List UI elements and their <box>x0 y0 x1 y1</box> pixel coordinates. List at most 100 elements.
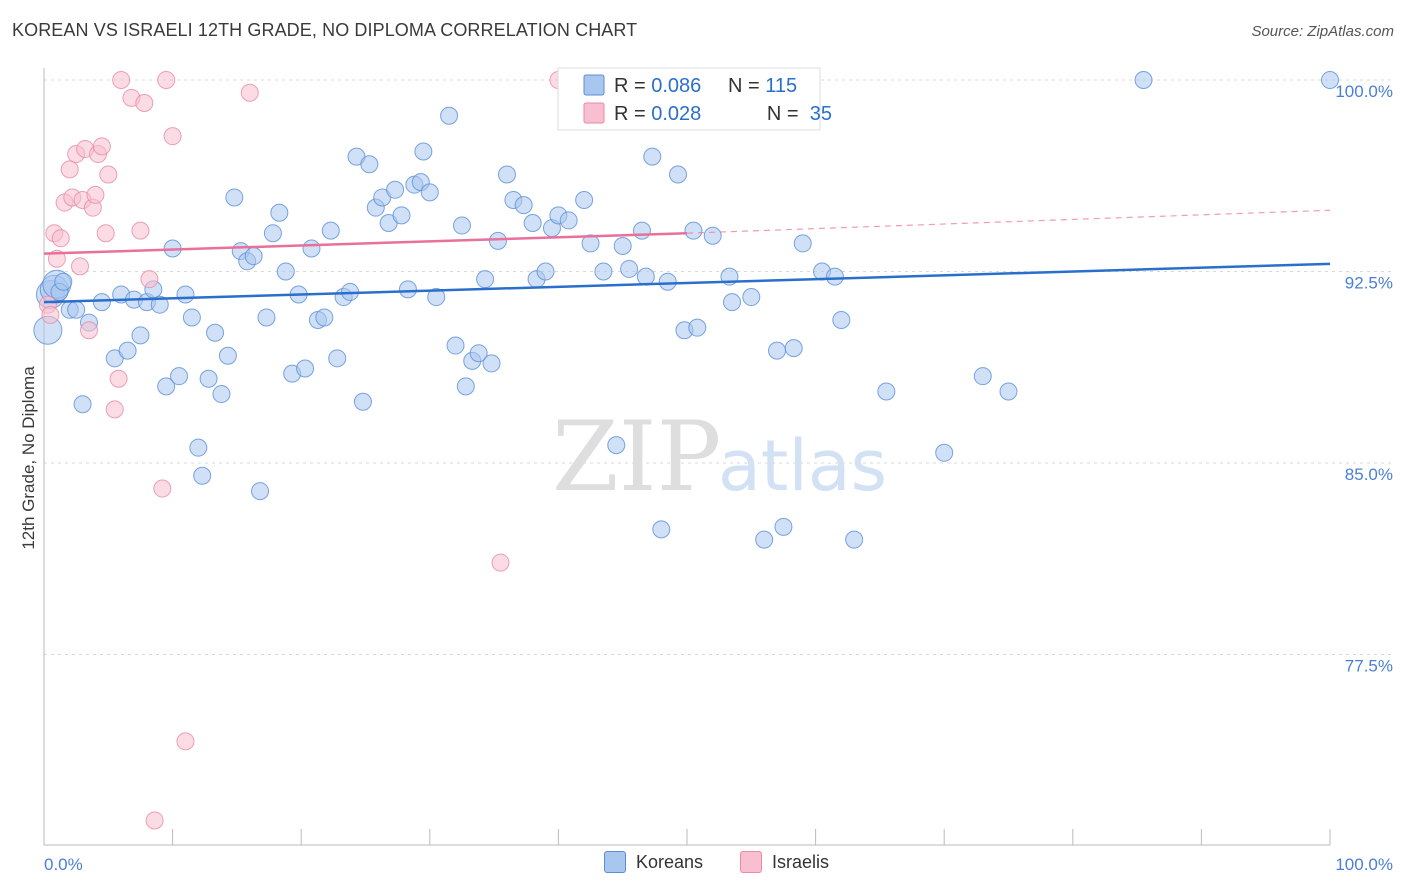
israeli-swatch <box>583 102 605 124</box>
israeli-r-value: 0.028 <box>651 103 701 125</box>
legend-swatch-koreans <box>604 851 626 873</box>
axes <box>43 68 1331 846</box>
watermark-atlas: atlas <box>718 425 887 507</box>
korean-point <box>225 188 244 207</box>
korean-point <box>189 438 208 457</box>
trend-lines <box>43 209 1331 304</box>
korean-point <box>452 216 471 235</box>
korean-point <box>703 226 722 245</box>
korean-point <box>999 382 1018 401</box>
israeli-point <box>96 224 115 243</box>
israeli-point <box>86 185 105 204</box>
korean-point <box>218 346 237 365</box>
korean-point <box>684 221 703 240</box>
korean-point <box>170 367 189 386</box>
korean-point <box>1134 71 1153 89</box>
israeli-r-label: R = <box>614 103 651 125</box>
korean-point <box>193 466 212 485</box>
korean-point <box>315 308 334 327</box>
korean-point <box>54 272 73 291</box>
korean-point <box>244 247 263 266</box>
israeli-point <box>41 305 60 324</box>
korean-point <box>67 300 86 319</box>
israeli-n-row: N = 35 <box>728 103 860 125</box>
israeli-n-label: N = <box>767 103 804 125</box>
korean-point <box>420 183 439 202</box>
israeli-point <box>92 137 111 156</box>
x-tick-label: 100.0% <box>1335 855 1393 874</box>
korean-point <box>92 293 111 312</box>
korean-point <box>414 142 433 161</box>
israeli-point <box>145 811 164 830</box>
korean-point <box>668 165 687 184</box>
korean-point <box>832 311 851 330</box>
y-tick-label: 92.5% <box>1345 274 1393 293</box>
korean-point <box>723 293 742 312</box>
israeli-point <box>140 270 159 289</box>
korean-n-row: N = 115 <box>728 75 797 97</box>
chart-source: Source: ZipAtlas.com <box>1251 23 1394 40</box>
korean-point <box>497 165 516 184</box>
korean-point <box>643 147 662 166</box>
korean-point <box>793 234 812 253</box>
korean-point <box>257 308 276 327</box>
korean-r-value: 0.086 <box>651 75 701 97</box>
watermark: ZIP atlas <box>552 401 887 513</box>
israeli-point <box>157 71 176 89</box>
korean-point <box>536 262 555 281</box>
korean-point <box>427 288 446 307</box>
chart-title: KOREAN VS ISRAELI 12TH GRADE, NO DIPLOMA… <box>12 20 638 40</box>
korean-point <box>212 385 231 404</box>
korean-point <box>157 377 176 396</box>
israeli-point <box>153 479 172 498</box>
korean-point <box>176 285 195 304</box>
korean-point <box>302 239 321 258</box>
korean-point <box>825 267 844 286</box>
x-tick-labels: 0.0% 100.0% <box>44 855 1393 874</box>
y-tick-labels: 77.5% 85.0% 92.5% 100.0% <box>1335 82 1393 676</box>
korean-point <box>469 344 488 363</box>
korean-point <box>620 259 639 278</box>
korean-point <box>251 482 270 501</box>
korean-points <box>33 71 1339 549</box>
korean-stats-row: R = 0.086 <box>614 75 701 97</box>
israeli-point <box>176 732 195 751</box>
korean-point <box>446 336 465 355</box>
israeli-point <box>109 369 128 388</box>
legend-label-koreans: Koreans <box>636 851 704 872</box>
korean-point <box>845 530 864 549</box>
israeli-trend-extension <box>686 209 1331 234</box>
israeli-point <box>60 160 79 179</box>
korean-point <box>476 270 495 289</box>
korean-point <box>118 341 137 360</box>
korean-point <box>276 262 295 281</box>
korean-point <box>581 234 600 253</box>
korean-point <box>131 326 150 345</box>
korean-point <box>652 520 671 539</box>
korean-point <box>353 392 372 411</box>
korean-point <box>575 191 594 210</box>
korean-point <box>392 206 411 225</box>
korean-point <box>1321 71 1339 89</box>
korean-point <box>73 395 92 414</box>
korean-point <box>636 267 655 286</box>
korean-point <box>523 213 542 232</box>
korean-point <box>755 530 774 549</box>
israeli-point <box>131 221 150 240</box>
israeli-point <box>112 71 131 89</box>
korean-point <box>688 318 707 337</box>
legend-swatch-israelis <box>740 851 762 873</box>
korean-point <box>594 262 613 281</box>
gridlines <box>44 79 1394 655</box>
korean-point <box>398 280 417 299</box>
korean-point <box>632 221 651 240</box>
israeli-trend-line <box>43 231 688 255</box>
korean-point <box>768 341 787 360</box>
x-tick-label: 0.0% <box>44 855 83 874</box>
korean-point <box>774 517 793 536</box>
korean-point <box>270 203 289 222</box>
korean-point <box>784 339 803 358</box>
israeli-point <box>51 229 70 248</box>
legend-label-israelis: Israelis <box>772 851 830 872</box>
korean-point <box>658 272 677 291</box>
